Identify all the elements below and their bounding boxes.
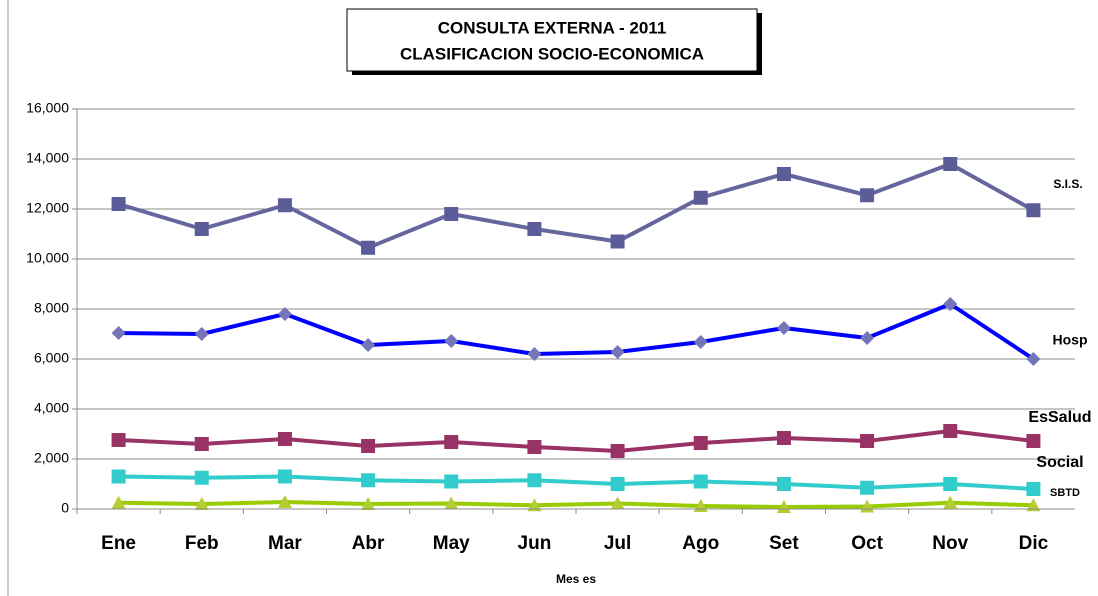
- marker: [444, 474, 459, 489]
- marker: [361, 338, 376, 352]
- marker: [527, 440, 542, 454]
- series-label: Social: [1036, 454, 1083, 471]
- marker: [1026, 482, 1041, 496]
- marker: [111, 197, 126, 211]
- marker: [1026, 203, 1041, 218]
- series-line: [118, 500, 1034, 509]
- y-tick-label: 8,000: [34, 300, 69, 316]
- marker: [361, 240, 376, 255]
- x-tick-label: Ene: [101, 533, 136, 554]
- marker: [943, 297, 958, 311]
- series-line: [118, 162, 1035, 250]
- marker: [776, 431, 791, 445]
- x-tick-label: Dic: [1019, 533, 1049, 554]
- marker: [527, 347, 542, 361]
- marker: [943, 495, 958, 509]
- marker: [444, 496, 459, 510]
- marker: [1026, 352, 1041, 366]
- chart-title: CONSULTA EXTERNA - 2011: [438, 18, 667, 37]
- marker: [1026, 434, 1041, 448]
- y-tick-label: 6,000: [34, 350, 69, 366]
- marker: [776, 167, 791, 181]
- marker: [194, 327, 209, 341]
- y-tick-label: 14,000: [26, 150, 69, 166]
- marker: [776, 321, 791, 335]
- marker: [277, 307, 292, 321]
- series-label: S.I.S.: [1053, 177, 1082, 191]
- marker: [277, 432, 292, 446]
- marker: [111, 469, 126, 484]
- marker: [860, 331, 875, 345]
- marker: [194, 437, 209, 451]
- marker: [527, 222, 542, 236]
- marker: [860, 188, 875, 203]
- marker: [444, 334, 459, 348]
- y-tick-label: 16,000: [26, 100, 69, 116]
- marker: [444, 435, 459, 449]
- marker: [361, 473, 376, 488]
- marker: [361, 439, 376, 453]
- series-line: [118, 429, 1034, 453]
- x-tick-label: Mar: [268, 533, 302, 554]
- x-axis-label: Mes es: [556, 572, 596, 586]
- series-line: [118, 302, 1035, 361]
- marker: [693, 335, 708, 349]
- marker: [693, 436, 708, 450]
- x-tick-label: Abr: [352, 533, 385, 554]
- marker: [111, 495, 126, 509]
- marker: [776, 477, 791, 491]
- marker: [444, 207, 459, 221]
- marker: [776, 500, 791, 513]
- x-tick-label: May: [433, 533, 470, 554]
- marker: [194, 222, 209, 236]
- series-label: Hosp: [1053, 332, 1088, 348]
- x-tick-label: Feb: [185, 533, 219, 554]
- marker: [1026, 498, 1041, 512]
- series-label: SBTD: [1050, 487, 1080, 499]
- marker: [194, 470, 209, 485]
- marker: [277, 469, 292, 484]
- x-tick-label: Jul: [604, 533, 631, 554]
- marker: [361, 497, 376, 510]
- marker: [527, 498, 542, 512]
- marker: [943, 157, 958, 171]
- y-tick-label: 12,000: [26, 200, 69, 216]
- chart-title: CLASIFICACION SOCIO-ECONOMICA: [400, 44, 704, 63]
- y-tick-label: 2,000: [34, 450, 69, 466]
- marker: [860, 480, 875, 495]
- marker: [527, 473, 542, 488]
- x-tick-label: Jun: [518, 533, 552, 554]
- x-tick-label: Oct: [851, 533, 883, 554]
- y-tick-label: 10,000: [26, 250, 69, 266]
- marker: [277, 198, 292, 213]
- x-tick-label: Nov: [932, 533, 968, 554]
- marker: [610, 234, 625, 249]
- x-tick-label: Set: [769, 533, 799, 554]
- y-tick-label: 4,000: [34, 400, 69, 416]
- marker: [277, 495, 292, 508]
- marker: [111, 326, 126, 340]
- series-label: EsSalud: [1028, 409, 1091, 426]
- marker: [610, 496, 625, 510]
- marker: [610, 444, 625, 458]
- marker: [693, 474, 708, 489]
- marker: [693, 190, 708, 205]
- marker: [860, 434, 875, 448]
- title-box: [346, 8, 758, 72]
- marker: [943, 477, 958, 491]
- marker: [194, 497, 209, 510]
- marker: [943, 424, 958, 438]
- marker: [610, 477, 625, 491]
- x-tick-label: Ago: [682, 533, 719, 554]
- marker: [610, 345, 625, 359]
- marker: [111, 433, 126, 447]
- y-tick-label: 0: [61, 500, 69, 516]
- series-line: [118, 474, 1034, 491]
